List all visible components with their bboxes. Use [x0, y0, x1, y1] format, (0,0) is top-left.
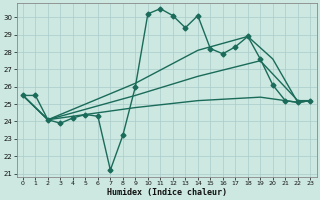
X-axis label: Humidex (Indice chaleur): Humidex (Indice chaleur) [107, 188, 227, 197]
